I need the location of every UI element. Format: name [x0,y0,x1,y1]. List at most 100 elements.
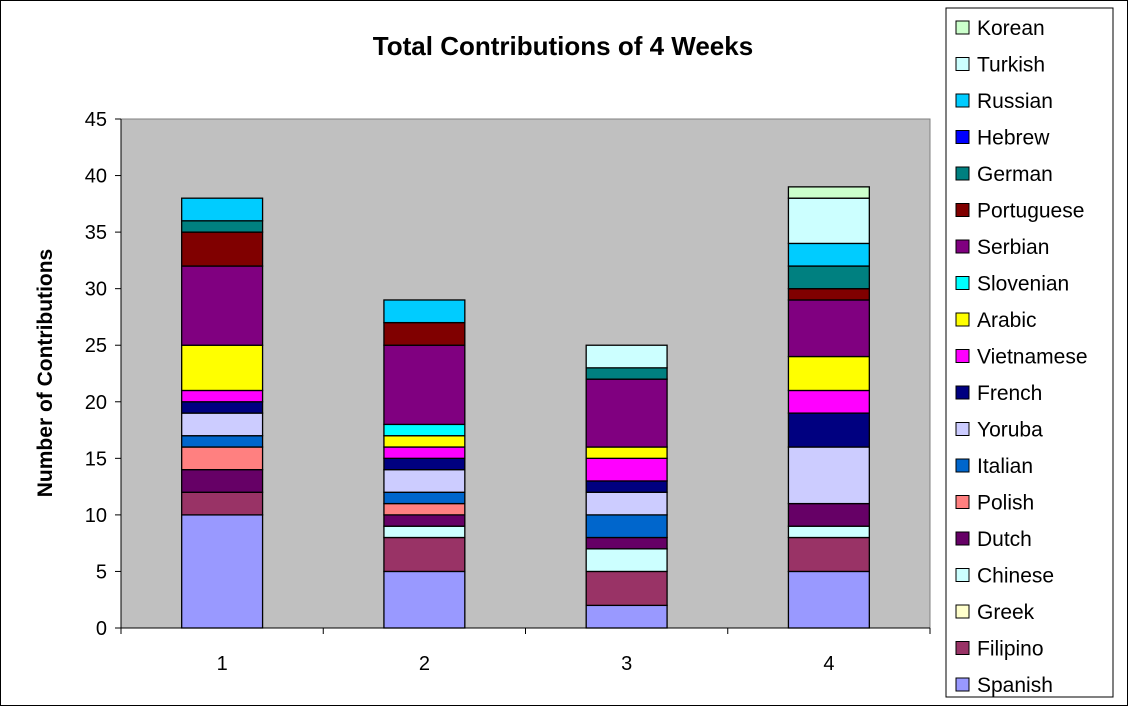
legend-label: Greek [977,601,1035,624]
bar-segment [585,480,668,493]
legend-swatch [955,276,970,290]
x-tick-label: 4 [823,653,834,675]
bar-segment [585,367,668,380]
bar-segment [787,412,870,448]
legend-swatch [955,604,970,619]
bar-segment [181,197,264,222]
bar-segment [383,570,466,629]
bars [181,186,870,629]
bar-segment [787,525,870,539]
bar-segment [787,446,870,505]
bar-segment [787,197,870,245]
bar-segment [181,446,264,471]
bar-segment [181,344,264,392]
bar-segment [585,536,668,550]
legend-label: French [977,382,1042,405]
bar-segment [585,514,668,539]
y-tick-label: 5 [96,561,107,583]
legend-label: Polish [977,492,1034,515]
legend-label: Vietnamese [977,346,1088,369]
legend-label: Hebrew [977,127,1050,150]
legend-swatch [955,422,970,436]
bar-segment [383,446,466,459]
bar-segment [383,423,466,437]
bar-segment [585,446,668,459]
y-tick-label: 40 [85,166,107,188]
bar-segment [181,435,264,448]
bar-segment [383,435,466,448]
y-tick-label: 0 [96,618,107,640]
legend-label: Chinese [977,565,1054,588]
bar-segment [585,604,668,629]
bar-segment [383,525,466,539]
legend-swatch [955,531,970,546]
bar-segment [787,299,870,358]
bar-segment [181,491,264,516]
legend-label: German [977,163,1053,186]
bar-segment [787,502,870,527]
legend-label: Portuguese [977,200,1084,223]
bar-segment [383,468,466,493]
bar-segment [585,548,668,573]
bar-segment [787,186,870,199]
bar-segment [787,355,870,392]
legend: Korean Turkish Russian Hebrew German Portugue… [955,17,1088,697]
bar-segment [585,570,668,607]
legend-swatch [955,57,970,71]
legend-label: Slovenian [977,273,1069,296]
chart-title: Total Contributions of 4 Weeks [373,31,753,61]
bar-segment [585,378,668,448]
bar-segment [787,570,870,629]
legend-swatch [955,20,970,35]
bar-segment [383,536,466,573]
y-axis-label: Number of Contributions [34,249,57,497]
bar-segment [585,491,668,516]
bar-segment [787,288,870,301]
y-tick-label: 20 [85,392,107,414]
bar-segment [787,536,870,573]
legend-swatch [955,641,970,655]
bar-segment [181,412,264,437]
legend-label: Arabic [977,309,1037,332]
y-tick-label: 45 [85,109,107,131]
bar-segment [181,220,264,233]
bar-segment [181,389,264,403]
legend-label: Serbian [977,236,1049,259]
legend-label: Yoruba [977,419,1043,442]
bar-segment [383,457,466,471]
bar-segment [787,265,870,290]
legend-label: Filipino [977,638,1044,661]
y-tick-label: 10 [85,505,107,527]
y-tick-label: 25 [85,335,107,357]
bar-segment [181,514,264,629]
x-tick-label: 2 [419,653,430,675]
legend-swatch [955,130,970,144]
legend-box [945,7,1114,698]
legend-label: Turkish [977,54,1045,77]
legend-swatch [955,495,970,509]
bar-segment [383,502,466,516]
x-tick-label: 1 [217,653,228,675]
legend-swatch [955,349,970,363]
y-tick-label: 15 [85,448,107,470]
y-tick-label: 30 [85,279,107,301]
legend-swatch [955,385,970,400]
y-tick-label: 35 [85,222,107,244]
legend-label: Russian [977,90,1053,113]
legend-swatch [955,568,970,582]
bar-segment [181,401,264,414]
bar-segment [383,321,466,346]
bar-segment [181,265,264,346]
legend-label: Dutch [977,528,1032,551]
bar-segment [181,468,264,493]
bar-segment [585,457,668,482]
legend-swatch [955,677,970,692]
legend-swatch [955,166,970,181]
legend-swatch [955,239,970,254]
legend-swatch [955,458,970,473]
legend-label: Korean [977,17,1045,40]
legend-swatch [955,312,970,327]
legend-label: Spanish [977,674,1053,697]
bar-segment [383,491,466,505]
